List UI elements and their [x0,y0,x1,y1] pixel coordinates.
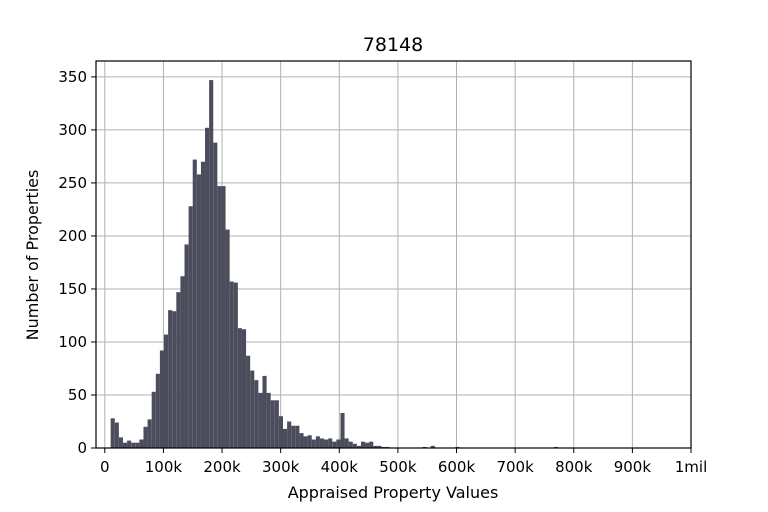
histogram-bar [131,442,136,448]
histogram-bar [213,142,218,448]
histogram-bar [209,80,214,448]
histogram-bar [283,428,288,448]
x-tick-label: 500k [379,458,417,476]
x-tick-label: 100k [145,458,183,476]
histogram-bar [328,438,333,448]
x-axis-label: Appraised Property Values [288,483,499,502]
histogram-bar [299,433,304,448]
histogram-bar [122,442,128,448]
histogram-bar [168,310,173,448]
histogram-bar [319,438,325,448]
histogram-bar [246,355,251,448]
histogram-bar [344,438,349,448]
y-tick-label: 350 [58,68,87,86]
y-tick-label: 100 [58,333,87,351]
y-tick-label: 150 [58,280,87,298]
histogram-bar [270,400,275,448]
histogram-bar [172,311,177,448]
histogram-bar [332,441,337,448]
x-tick-label: 600k [438,458,476,476]
histogram-bar [221,186,226,448]
histogram-bar [118,437,123,448]
x-tick-label: 200k [203,458,241,476]
histogram-bar [225,229,230,448]
x-tick-label: 0 [100,458,110,476]
x-tick-label: 900k [614,458,652,476]
histogram-bar [196,174,201,448]
histogram-bar [287,421,292,448]
histogram-bar [143,426,148,448]
histogram-bar [151,391,156,448]
histogram-bar [200,161,206,449]
x-tick-label: 400k [321,458,359,476]
x-tick-label: 300k [262,458,300,476]
histogram-bar [369,441,374,448]
histogram-bar [155,373,160,448]
histogram-bar [147,419,152,448]
histogram-bar [241,329,247,448]
histogram-bar [127,440,132,448]
histogram-bar [184,244,189,448]
histogram-bar [188,206,193,448]
plot-frame [95,60,692,449]
histogram-bar [135,442,140,448]
histogram-bar [266,392,271,448]
histogram-bar [180,276,185,448]
histogram-bar [360,441,366,448]
histogram-bars [110,80,558,449]
histogram-bar [348,441,353,448]
histogram-bar [250,370,255,448]
histogram-bar [311,439,316,448]
histogram-bar [278,416,283,448]
y-axis: 0 50 100 150 200 250 300 350 [58,68,96,457]
histogram-bar [340,413,345,448]
y-axis-label: Number of Properties [23,170,42,341]
histogram-bar [159,350,164,448]
histogram-bar [262,375,267,448]
histogram-bar [229,281,234,448]
histogram-bar [324,439,329,448]
x-axis: 0 100k 200k 300k 400k 500k 600k 700k 800k 900k 1mi… [100,448,707,476]
histogram-bar [315,436,320,448]
y-tick-label: 200 [58,227,87,245]
histogram-bar [373,445,378,448]
histogram-bar [164,334,169,448]
histogram-bar [307,435,312,448]
histogram-bar [377,445,382,448]
histogram-bar [336,439,341,448]
y-tick-label: 300 [58,121,87,139]
histogram-bar [176,292,181,448]
histogram-bar [258,392,263,448]
histogram-bar [110,418,115,448]
histogram-bar [139,439,144,448]
histogram-bar [205,127,210,449]
x-tick-label: 1mil [675,458,708,476]
histogram-bar [114,422,119,448]
y-tick-label: 250 [58,174,87,192]
histogram-bar [303,436,308,448]
histogram-bar [430,445,435,448]
x-tick-label: 700k [496,458,534,476]
histogram-bar [237,328,242,448]
x-tick-label: 800k [555,458,593,476]
histogram-bar [254,380,259,448]
histogram-bar [274,400,279,448]
histogram-bar [291,425,296,448]
y-tick-label: 0 [77,439,87,457]
histogram-bar [352,443,357,448]
chart-title: 78148 [363,34,423,56]
histogram-bar [356,445,361,448]
histogram-bar [365,442,370,448]
histogram-bar [233,282,238,448]
y-tick-label: 50 [68,386,87,404]
histogram-bar [192,159,197,449]
histogram-bar [295,425,300,448]
histogram-bar [217,186,222,448]
